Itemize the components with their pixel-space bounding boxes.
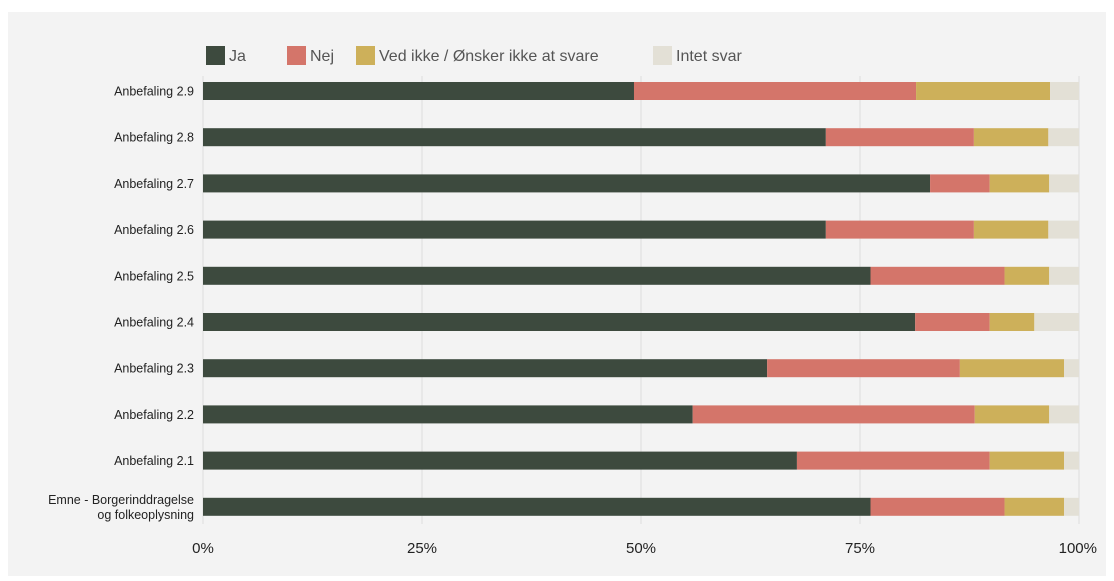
bar-segment-ved-ikke-onsker-ikke-at-svare bbox=[916, 82, 1051, 100]
legend-label: Intet svar bbox=[676, 48, 742, 65]
bar-segment-nej bbox=[915, 313, 990, 331]
bar-row bbox=[203, 497, 1079, 516]
bars bbox=[203, 82, 1079, 516]
bar-segment-ja bbox=[203, 451, 797, 470]
bar-segment-ja bbox=[203, 359, 768, 378]
bar-segment-ved-ikke-onsker-ikke-at-svare bbox=[959, 359, 1065, 378]
bar-segment-ja bbox=[203, 82, 634, 100]
category-label: Anbefaling 2.6 bbox=[114, 223, 194, 237]
bar-segment-intet-svar bbox=[1048, 128, 1079, 147]
chart-panel: Ja Nej Ved ikke / Ønsker ikke at svare Inte… bbox=[8, 12, 1106, 576]
bar-segment-intet-svar bbox=[1049, 174, 1079, 193]
bar-row bbox=[203, 313, 1079, 331]
category-label: Emne - Borgerinddragelse og folkeoplysnin… bbox=[48, 493, 194, 522]
x-tick-label: 0% bbox=[192, 540, 214, 557]
stacked-bar-chart: Ja Nej Ved ikke / Ønsker ikke at svare Inte… bbox=[48, 46, 1097, 557]
bar-row bbox=[203, 405, 1079, 424]
legend-item-intet-svar: Intet svar bbox=[653, 46, 742, 65]
category-label: Anbefaling 2.7 bbox=[114, 177, 194, 191]
bar-segment-intet-svar bbox=[1048, 220, 1079, 239]
bar-segment-nej bbox=[825, 220, 974, 239]
bar-segment-ja bbox=[203, 266, 871, 285]
x-axis-ticks: 0% 25% 50% 75% 100% bbox=[192, 540, 1097, 557]
category-label: Anbefaling 2.3 bbox=[114, 362, 194, 376]
x-tick-label: 50% bbox=[626, 540, 656, 557]
bar-segment-intet-svar bbox=[1064, 451, 1079, 470]
bar-row bbox=[203, 128, 1079, 147]
category-label: Anbefaling 2.2 bbox=[114, 408, 194, 422]
x-tick-label: 75% bbox=[845, 540, 875, 557]
bar-segment-ved-ikke-onsker-ikke-at-svare bbox=[973, 128, 1049, 147]
bar-segment-ja bbox=[203, 497, 871, 516]
bar-row bbox=[203, 451, 1079, 470]
bar-segment-nej bbox=[825, 128, 974, 147]
category-label: Anbefaling 2.5 bbox=[114, 269, 194, 283]
bar-segment-ved-ikke-onsker-ikke-at-svare bbox=[989, 313, 1035, 331]
bar-row bbox=[203, 174, 1079, 193]
category-label: Anbefaling 2.1 bbox=[114, 454, 194, 468]
bar-segment-ja bbox=[203, 174, 931, 193]
legend-swatch bbox=[356, 46, 375, 65]
legend-swatch bbox=[206, 46, 225, 65]
x-tick-label: 25% bbox=[407, 540, 437, 557]
bar-segment-intet-svar bbox=[1034, 313, 1079, 331]
bar-segment-nej bbox=[767, 359, 960, 378]
bar-segment-ja bbox=[203, 220, 826, 239]
bar-segment-ved-ikke-onsker-ikke-at-svare bbox=[974, 405, 1050, 424]
legend: Ja Nej Ved ikke / Ønsker ikke at svare Inte… bbox=[206, 46, 742, 65]
bar-segment-intet-svar bbox=[1064, 359, 1079, 378]
bar-segment-ved-ikke-onsker-ikke-at-svare bbox=[989, 174, 1050, 193]
bar-segment-intet-svar bbox=[1050, 82, 1079, 100]
legend-swatch bbox=[287, 46, 306, 65]
legend-item-ved-ikke-onsker-ikke-at-svare: Ved ikke / Ønsker ikke at svare bbox=[356, 46, 599, 65]
bar-segment-intet-svar bbox=[1064, 497, 1079, 516]
bar-segment-ved-ikke-onsker-ikke-at-svare bbox=[1004, 497, 1065, 516]
bar-segment-intet-svar bbox=[1049, 266, 1079, 285]
bar-row bbox=[203, 266, 1079, 285]
bar-row bbox=[203, 220, 1079, 239]
category-label: Anbefaling 2.4 bbox=[114, 316, 194, 330]
bar-segment-ved-ikke-onsker-ikke-at-svare bbox=[1004, 266, 1050, 285]
bar-segment-ja bbox=[203, 128, 826, 147]
bar-segment-ved-ikke-onsker-ikke-at-svare bbox=[973, 220, 1049, 239]
bar-segment-ved-ikke-onsker-ikke-at-svare bbox=[989, 451, 1065, 470]
bar-segment-intet-svar bbox=[1049, 405, 1079, 424]
bar-row bbox=[203, 82, 1079, 100]
bar-segment-ja bbox=[203, 405, 693, 424]
x-tick-label: 100% bbox=[1059, 540, 1097, 557]
category-labels: Anbefaling 2.9 Anbefaling 2.8 Anbefaling 2… bbox=[48, 85, 194, 522]
bar-row bbox=[203, 359, 1079, 378]
legend-label: Ja bbox=[229, 48, 246, 65]
legend-swatch bbox=[653, 46, 672, 65]
bar-segment-nej bbox=[796, 451, 990, 470]
bar-segment-nej bbox=[870, 266, 1005, 285]
legend-item-ja: Ja bbox=[206, 46, 246, 65]
bar-segment-nej bbox=[870, 497, 1005, 516]
grid-lines bbox=[202, 76, 1080, 524]
bar-segment-nej bbox=[633, 82, 917, 100]
bar-segment-nej bbox=[930, 174, 990, 193]
legend-label: Ved ikke / Ønsker ikke at svare bbox=[379, 48, 599, 65]
bar-segment-ja bbox=[203, 313, 916, 331]
legend-label: Nej bbox=[310, 48, 334, 65]
category-label: Anbefaling 2.9 bbox=[114, 85, 194, 99]
bar-segment-nej bbox=[692, 405, 975, 424]
category-label: Anbefaling 2.8 bbox=[114, 131, 194, 145]
legend-item-nej: Nej bbox=[287, 46, 334, 65]
